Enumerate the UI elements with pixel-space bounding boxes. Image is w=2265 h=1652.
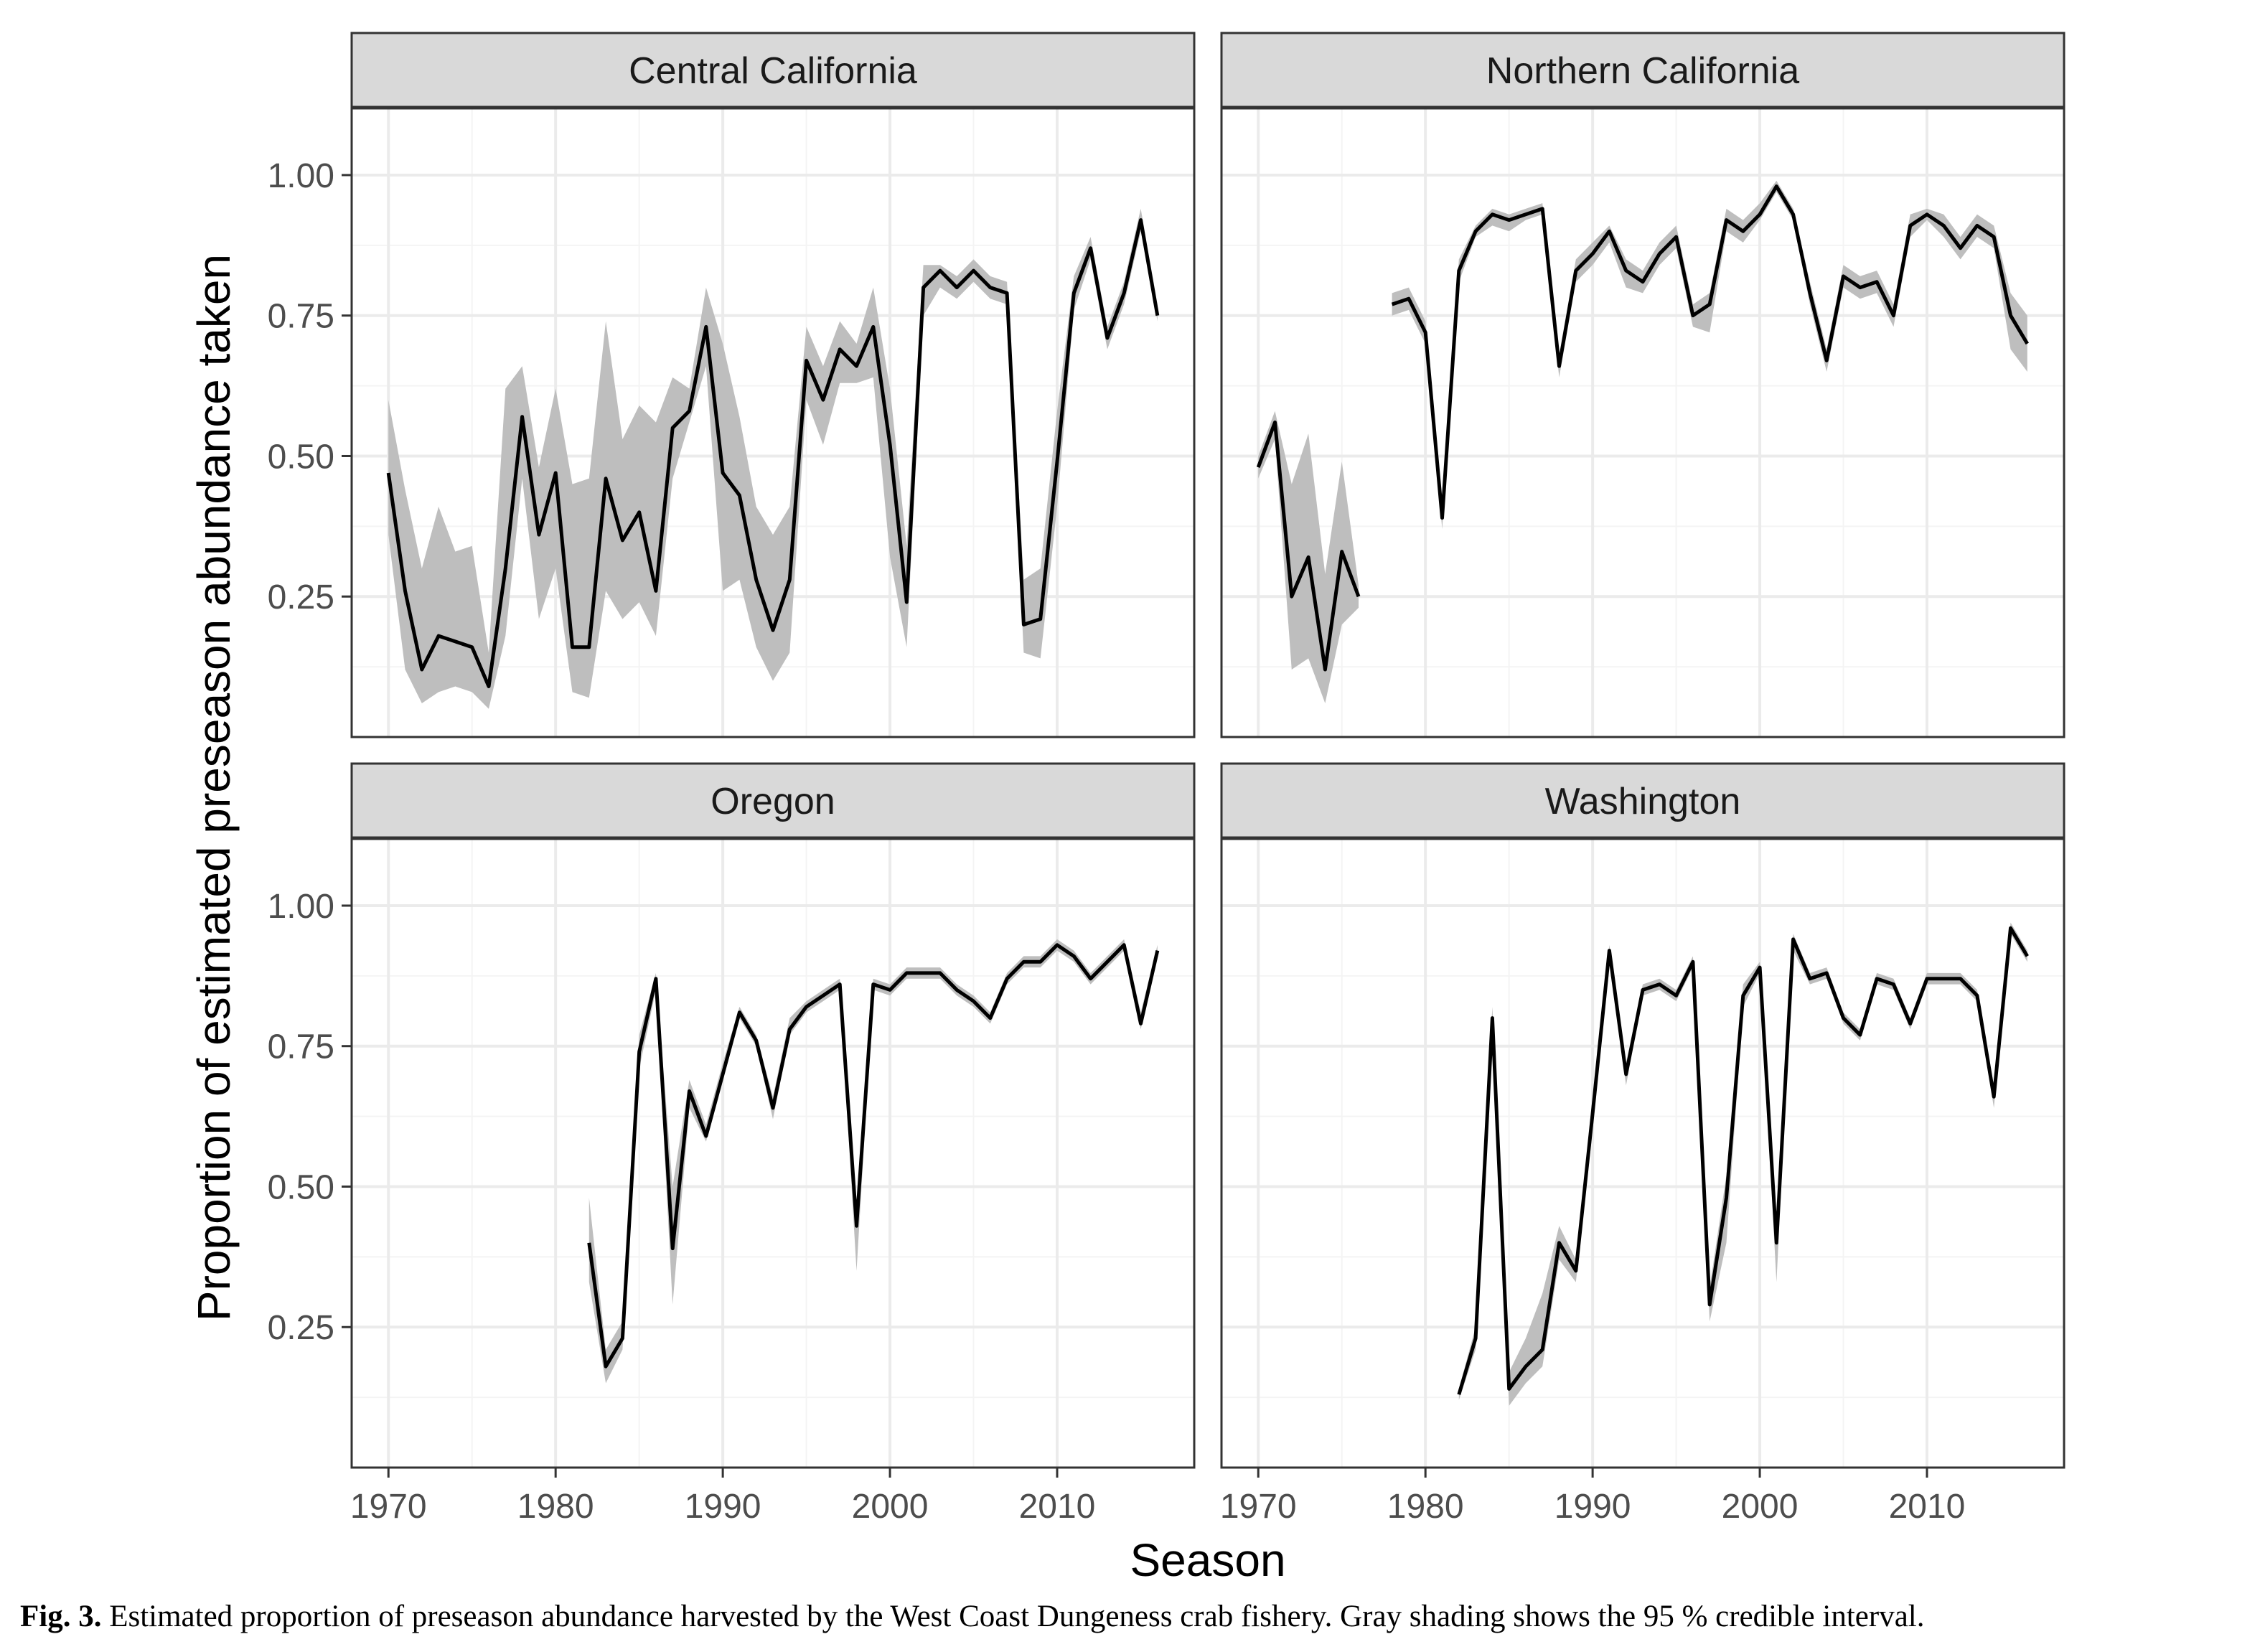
caption-text: Estimated proportion of preseason abunda… bbox=[109, 1600, 1925, 1633]
x-tick-label: 2010 bbox=[1019, 1488, 1096, 1526]
credible-interval-ribbon-central-california bbox=[388, 208, 1158, 709]
estimate-line-washington bbox=[1457, 926, 2029, 1395]
x-tick-label: 2000 bbox=[852, 1488, 929, 1526]
panel-central-california: Central California 0.25 0.50 0.75 1.00 bbox=[268, 32, 1196, 738]
y-axis-title: Proportion of estimated preseason abunda… bbox=[188, 254, 240, 1321]
panel-washington: Washington 1970 1980 1990 2000 2010 bbox=[1220, 762, 2065, 1526]
y-tick-label: 1.00 bbox=[268, 157, 334, 195]
estimate-line-oregon bbox=[587, 943, 1160, 1369]
facet-strip bbox=[1220, 762, 2065, 840]
panel-background bbox=[352, 838, 1194, 1468]
x-tick-label: 2010 bbox=[1889, 1488, 1966, 1526]
x-tick-label: 1990 bbox=[685, 1488, 761, 1526]
y-tick-label: 0.25 bbox=[268, 1309, 334, 1347]
facet-label-central-california: Central California bbox=[629, 50, 917, 92]
facet-label-washington: Washington bbox=[1545, 781, 1741, 822]
x-tick-label: 1970 bbox=[350, 1488, 427, 1526]
y-tick-label: 0.50 bbox=[268, 1168, 334, 1206]
facet-strip bbox=[1220, 32, 2065, 109]
y-tick-label: 0.75 bbox=[268, 298, 334, 336]
caption-label: Fig. 3. bbox=[20, 1600, 102, 1633]
x-tick-label: 2000 bbox=[1722, 1488, 1799, 1526]
panel-oregon: Oregon 0.25 0.50 0.75 1.00 1970 1980 1990 2000 20… bbox=[268, 762, 1196, 1526]
estimate-line-northern-california-1 bbox=[1256, 421, 1361, 672]
y-tick-label: 1.00 bbox=[268, 888, 334, 926]
figure-caption: Fig. 3. Estimated proportion of preseaso… bbox=[20, 1599, 2245, 1634]
facet-strip bbox=[350, 762, 1196, 840]
x-tick-label: 1970 bbox=[1220, 1488, 1297, 1526]
x-axis-title: Season bbox=[1130, 1534, 1285, 1586]
facet-label-northern-california: Northern California bbox=[1486, 50, 1799, 92]
estimate-line-central-california bbox=[386, 218, 1160, 688]
y-tick-label: 0.75 bbox=[268, 1028, 334, 1066]
facet-label-oregon: Oregon bbox=[711, 781, 835, 822]
x-tick-label: 1980 bbox=[1387, 1488, 1464, 1526]
x-tick-label: 1980 bbox=[517, 1488, 594, 1526]
x-tick-label: 1990 bbox=[1554, 1488, 1631, 1526]
panel-background bbox=[1221, 838, 2064, 1468]
estimate-line-northern-california-2 bbox=[1391, 184, 2029, 520]
facet-strip bbox=[350, 32, 1196, 109]
y-tick-label: 0.50 bbox=[268, 438, 334, 476]
panel-background bbox=[1221, 108, 2064, 737]
panel-northern-california: Northern California bbox=[1220, 32, 2065, 738]
y-tick-label: 0.25 bbox=[268, 578, 334, 616]
